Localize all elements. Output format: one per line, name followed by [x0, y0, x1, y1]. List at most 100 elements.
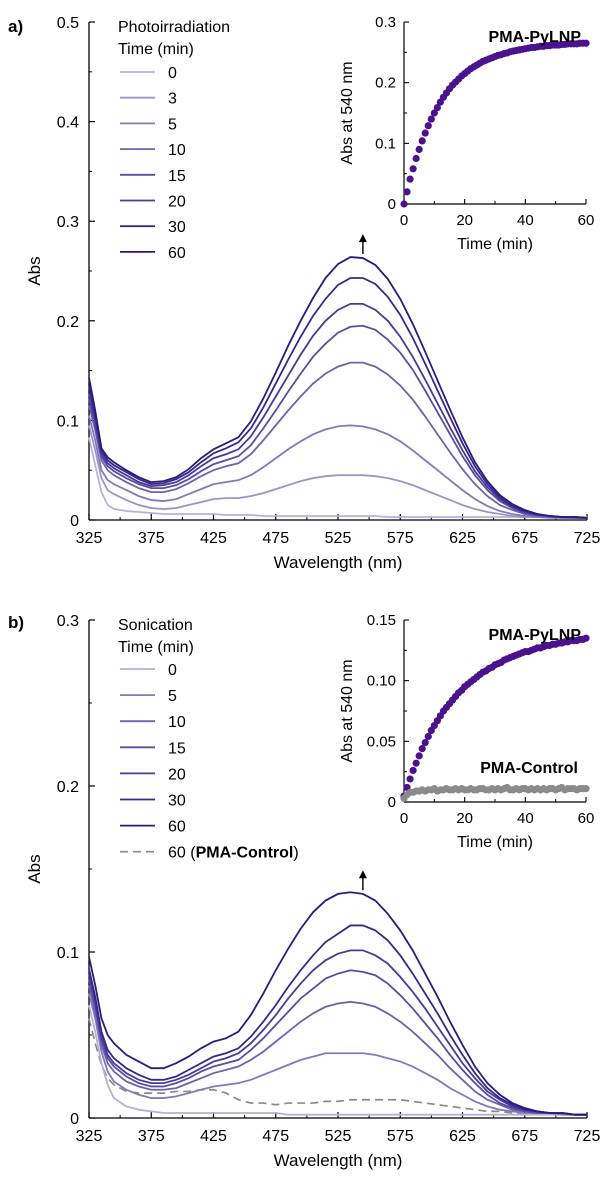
inset-point-pylnp: [406, 175, 414, 183]
series-line-20min: [88, 949, 587, 1116]
inset-point-pylnp: [582, 39, 590, 47]
x-tick-label: 425: [200, 530, 227, 547]
inset-x-tick-label: 0: [400, 212, 408, 229]
legend-label: 5: [168, 688, 177, 705]
x-tick-label: 675: [511, 1128, 538, 1145]
y-tick-label: 0.4: [57, 115, 79, 132]
inset-x-tick-label: 0: [400, 810, 408, 827]
series-line-5min: [88, 415, 587, 519]
inset-y-tick-label: 0.2: [375, 75, 396, 92]
x-tick-label: 575: [387, 530, 414, 547]
legend-label: 20: [168, 766, 186, 783]
y-tick-label: 0.2: [57, 779, 79, 796]
legend-label: 5: [168, 116, 177, 133]
inset-point-pylnp: [421, 129, 429, 137]
legend-title-line2: Time (min): [118, 639, 194, 656]
inset-point-pylnp: [400, 200, 408, 208]
series-line-30min: [88, 924, 587, 1116]
x-tick-label: 375: [138, 530, 165, 547]
inset-point-pylnp: [412, 154, 420, 163]
x-tick-label: 525: [325, 530, 352, 547]
inset-x-axis-title: Time (min): [457, 834, 533, 851]
inset-x-tick-label: 40: [517, 212, 534, 229]
x-tick-label: 325: [76, 1128, 103, 1145]
inset-x-tick-label: 40: [517, 810, 534, 827]
inset-chart: 0 20 40 60 0 0.1 0.2 0.3 Time (min) Abs at 540 nm…: [339, 14, 594, 253]
inset-point-pylnp: [433, 103, 441, 112]
inset-title-control: PMA-Control: [480, 760, 578, 777]
legend-label: 30: [168, 793, 186, 810]
y-axis-title: Abs: [25, 854, 44, 883]
legend-label: 30: [168, 219, 186, 236]
series-line-20min: [88, 302, 588, 519]
y-tick-label: 0: [70, 1111, 79, 1128]
y-axis-title: Abs: [25, 256, 44, 285]
inset-point-pylnp: [582, 634, 590, 642]
inset-point-pylnp: [415, 752, 423, 760]
x-tick-label: 675: [511, 530, 538, 547]
series-line-control: [88, 1018, 587, 1116]
inset-point-pylnp: [418, 137, 426, 145]
inset-chart: 0 20 40 60 0 0.05 0.10 0.15 Time (min) Abs at 540…: [339, 612, 594, 851]
inset-y-tick-label: 0.05: [367, 733, 396, 750]
x-tick-label: 475: [262, 530, 289, 547]
y-tick-label: 0.1: [57, 413, 79, 430]
y-tick-label: 0.5: [57, 15, 79, 32]
legend-label-bold: PMA-Control: [196, 845, 294, 862]
x-tick-label: 625: [449, 1128, 476, 1145]
legend-label: 3: [168, 91, 177, 108]
x-tick-label: 475: [262, 1128, 289, 1145]
legend-title-line2: Time (min): [118, 41, 194, 58]
inset-y-tick-label: 0.1: [375, 135, 396, 152]
series-line-10min: [88, 361, 587, 519]
x-tick-label: 575: [387, 1128, 414, 1145]
x-tick-label: 425: [200, 1128, 227, 1145]
inset-y-tick-label: 0.3: [375, 14, 396, 31]
legend-label-prefix: 60 (: [168, 845, 196, 862]
series-line-15min: [88, 324, 588, 519]
inset-y-tick-label: 0: [388, 196, 396, 213]
legend-label-control: 60 (PMA-Control): [168, 845, 299, 862]
x-axis-title: Wavelength (nm): [274, 1151, 403, 1170]
panel-label: b): [8, 613, 24, 632]
x-tick-label: 525: [325, 1128, 352, 1145]
legend-label: 10: [168, 142, 186, 159]
x-tick-label: 625: [449, 530, 476, 547]
inset-point-pylnp: [427, 115, 435, 123]
inset-point-pylnp: [430, 109, 438, 117]
inset-point-pylnp: [409, 766, 417, 775]
legend-label: 15: [168, 740, 186, 757]
legend-label: 0: [168, 662, 177, 679]
y-tick-label: 0.1: [57, 945, 79, 962]
inset-point-control: [582, 785, 590, 793]
inset-y-axis-title: Abs at 540 nm: [339, 61, 356, 164]
inset-y-axis-title: Abs at 540 nm: [339, 659, 356, 762]
inset-point-pylnp: [418, 745, 426, 753]
y-tick-label: 0: [70, 513, 79, 530]
legend-label: 10: [168, 714, 186, 731]
inset-point-pylnp: [406, 775, 414, 783]
series-line-15min: [88, 969, 587, 1116]
inset-title: PMA-PyLNP: [489, 627, 582, 644]
legend-label: 60: [168, 819, 186, 836]
inset-x-tick-label: 60: [578, 810, 595, 827]
inset-point-pylnp: [424, 122, 432, 130]
panel-b: b) 325 375 425 475 525 575 625 675 725 0 0.1 0.2 0.3 W…: [8, 612, 600, 1170]
legend-title-line1: Photoirradiation: [118, 19, 230, 36]
series-line-0min: [88, 1004, 587, 1116]
series-line-60min: [88, 891, 587, 1116]
inset-point-pylnp: [415, 145, 423, 153]
inset-y-tick-label: 0.10: [367, 673, 396, 690]
series-line-10min: [88, 984, 587, 1116]
panel-a: a)325 375 425 475 525 575 625 675 72500.10.20.30…: [8, 14, 600, 572]
legend-label: 60: [168, 245, 186, 262]
x-tick-label: 375: [138, 1128, 165, 1145]
inset-point-pylnp: [412, 759, 420, 767]
legend-label: 0: [168, 65, 177, 82]
inset-point-pylnp: [403, 188, 411, 196]
inset-point-pylnp: [421, 738, 429, 747]
legend-label-suffix: ): [293, 845, 298, 862]
legend-title-line1: Sonication: [118, 617, 193, 634]
x-tick-label: 725: [574, 530, 601, 547]
